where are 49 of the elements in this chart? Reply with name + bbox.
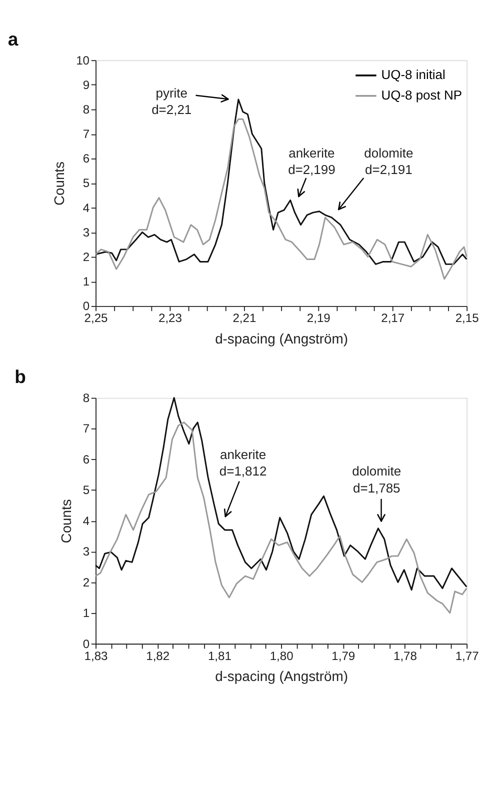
x-tick-label: 2,23 bbox=[158, 311, 182, 326]
y-tick-label: 4 bbox=[82, 200, 90, 215]
x-axis-title: d-spacing (Angström) bbox=[215, 668, 348, 684]
y-tick-label: 2 bbox=[82, 575, 90, 590]
y-tick-label: 6 bbox=[82, 452, 90, 466]
x-tick-label: 1,79 bbox=[332, 648, 356, 663]
y-tick-label: 3 bbox=[82, 225, 90, 240]
y-tick-label: 7 bbox=[82, 127, 90, 142]
x-tick-label: 1,77 bbox=[455, 648, 480, 663]
x-tick-label: 1,83 bbox=[84, 648, 108, 663]
y-tick-label: 8 bbox=[82, 102, 90, 116]
x-tick-label: 1,81 bbox=[208, 648, 232, 663]
legend-label: UQ-8 initial bbox=[381, 67, 446, 82]
y-tick-label: 8 bbox=[82, 390, 90, 405]
y-axis-title: Counts bbox=[58, 499, 74, 544]
y-tick-label: 2 bbox=[82, 250, 90, 264]
chart-title: a bbox=[8, 28, 19, 50]
line-series bbox=[94, 118, 468, 280]
annotation: dolomite d=2,191 bbox=[364, 146, 414, 178]
y-tick-label: 0 bbox=[82, 636, 90, 651]
y-tick-label: 10 bbox=[76, 53, 90, 68]
y-tick-label: 4 bbox=[82, 514, 90, 528]
x-tick-label: 2,25 bbox=[84, 311, 108, 326]
y-tick-label: 9 bbox=[82, 78, 90, 92]
x-axis-title: d-spacing (Angström) bbox=[215, 330, 348, 347]
x-tick-label: 1,80 bbox=[270, 648, 294, 663]
x-tick-label: 2,19 bbox=[306, 311, 331, 326]
x-tick-label: 2,17 bbox=[381, 311, 405, 326]
y-tick-label: 1 bbox=[82, 274, 90, 289]
legend-label: UQ-8 post NP bbox=[381, 88, 462, 103]
y-axis-title: Counts bbox=[51, 161, 68, 206]
annotation: ankerite d=1,812 bbox=[219, 447, 267, 479]
y-tick-label: 1 bbox=[82, 606, 90, 620]
x-tick-label: 2,21 bbox=[232, 311, 256, 326]
y-tick-label: 3 bbox=[82, 544, 90, 559]
y-tick-label: 5 bbox=[82, 483, 90, 498]
annotation: dolomite d=1,785 bbox=[352, 464, 402, 496]
y-tick-label: 0 bbox=[82, 299, 90, 314]
y-tick-label: 5 bbox=[82, 176, 90, 190]
chart-title: b bbox=[14, 366, 26, 387]
x-tick-label: 2,15 bbox=[455, 311, 480, 326]
y-tick-label: 7 bbox=[82, 422, 90, 436]
line-series bbox=[94, 422, 468, 614]
annotation: ankerite d=2,199 bbox=[288, 146, 336, 178]
x-tick-label: 1,82 bbox=[146, 648, 170, 663]
line-series bbox=[94, 397, 468, 591]
x-tick-label: 1,78 bbox=[394, 648, 418, 663]
annotation: pyrite d=2,21 bbox=[152, 85, 192, 117]
y-tick-label: 6 bbox=[82, 152, 90, 166]
